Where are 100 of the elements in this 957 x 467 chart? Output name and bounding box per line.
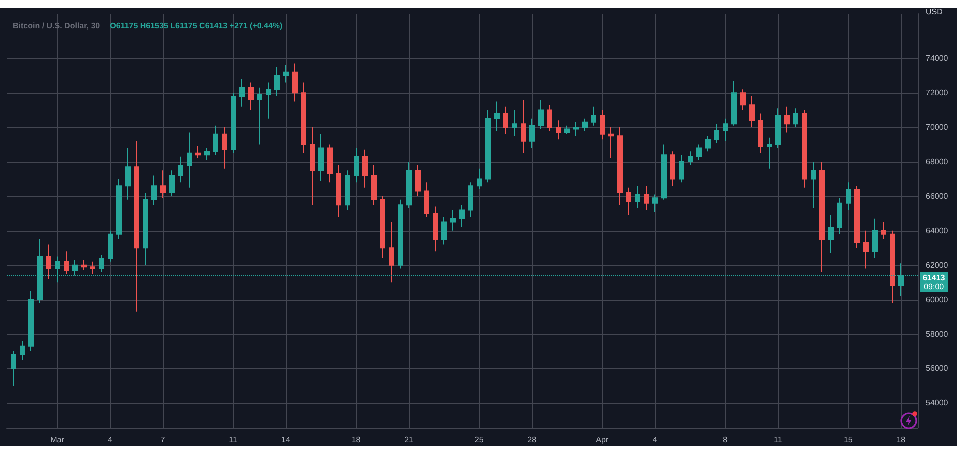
- candlestick: [20, 340, 25, 361]
- candlestick: [863, 230, 869, 270]
- x-tick-label: 18: [352, 436, 362, 444]
- candlestick: [28, 290, 34, 352]
- x-tick-label: Mar: [50, 436, 65, 444]
- candlestick: [266, 82, 271, 120]
- candlestick: [274, 66, 280, 98]
- candlestick: [327, 144, 333, 184]
- candlestick: [125, 148, 131, 200]
- candlestick: [213, 125, 218, 156]
- candlestick: [494, 101, 500, 132]
- candlestick: [644, 186, 649, 211]
- candlestick: [178, 156, 183, 184]
- candlestick: [767, 137, 772, 170]
- candlestick: [784, 106, 790, 134]
- candlestick: [64, 251, 69, 274]
- candlestick: [617, 127, 623, 206]
- candlestick: [608, 127, 614, 160]
- candlestick: [582, 118, 588, 132]
- candlestick: [389, 222, 394, 284]
- candlestick: [846, 182, 851, 211]
- candlestick: [573, 122, 579, 137]
- y-tick-label: 70000: [926, 123, 949, 132]
- candlestick: [134, 140, 139, 312]
- candlestick: [380, 196, 385, 259]
- text: O61175 H61535 L61175 C61413 +271 (+0.44%): [110, 22, 284, 30]
- candlestick: [811, 161, 816, 210]
- candlestick: [661, 144, 667, 200]
- candlestick: [99, 254, 104, 273]
- candlestick: [310, 127, 315, 206]
- x-tick-label: 4: [108, 436, 114, 444]
- candlestick: [547, 104, 552, 132]
- candlestick: [564, 125, 570, 135]
- x-tick-label: 21: [404, 436, 414, 444]
- candlestick: [696, 144, 702, 161]
- candlestick: [819, 161, 825, 273]
- candlestick: [459, 204, 465, 228]
- y-tick-label: 54000: [926, 398, 949, 408]
- candlestick: [731, 80, 737, 126]
- candlestick: [143, 192, 148, 266]
- candlestick: [670, 151, 675, 187]
- candlestick: [714, 124, 719, 144]
- candlestick: [503, 106, 508, 135]
- text: Bitcoin / U.S. Dollar, 30: [13, 22, 101, 30]
- x-tick-label: 11: [774, 436, 783, 444]
- x-tick-label: 28: [528, 436, 538, 444]
- y-tick-label: 62000: [926, 260, 949, 270]
- candlestick: [529, 118, 535, 149]
- candlestick: [802, 110, 807, 188]
- candlestick: [890, 230, 895, 304]
- candlestick: [239, 78, 245, 108]
- candlestick: [626, 187, 631, 216]
- candlestick: [169, 170, 175, 197]
- candlestick: [450, 210, 456, 232]
- candlestick: [556, 120, 561, 140]
- candlestick: [160, 170, 166, 199]
- candlestick: [723, 118, 728, 142]
- candlestick: [521, 99, 526, 154]
- candlestick: [195, 146, 201, 160]
- candlestick: [336, 164, 341, 218]
- candlestick: [345, 170, 350, 211]
- y-tick-label: 74000: [926, 54, 949, 64]
- candlestick: [108, 230, 113, 262]
- candlestick: [591, 106, 596, 126]
- candlestick: [248, 82, 254, 111]
- candlestick: [406, 161, 412, 210]
- candlestick: [231, 92, 236, 154]
- x-tick-label: 25: [474, 436, 484, 444]
- x-tick-label: Apr: [596, 436, 609, 444]
- candlestick: [828, 214, 834, 254]
- candlestick: [116, 178, 122, 240]
- candlestick: [705, 136, 711, 152]
- x-tick-label: 8: [723, 436, 728, 444]
- candlestick: [424, 182, 429, 218]
- candlestick: [187, 132, 192, 188]
- candlestick: [81, 260, 87, 272]
- candlestick: [600, 110, 605, 140]
- candlestick: [11, 351, 16, 386]
- candlestick: [485, 110, 491, 184]
- x-tick-label: 7: [160, 436, 166, 444]
- candlestick: [415, 164, 421, 197]
- candlestick: [151, 175, 157, 206]
- candlestick: [775, 108, 781, 149]
- candlestick: [477, 168, 482, 190]
- candlestick: [881, 222, 886, 240]
- y-tick-label: 60000: [926, 295, 949, 304]
- candlestick: [652, 194, 658, 212]
- candlestick: [468, 182, 473, 218]
- x-tick-label: 4: [652, 436, 658, 444]
- y-axis-title: USD: [926, 8, 944, 16]
- candlestick: [441, 216, 447, 246]
- candlestick: [688, 151, 693, 166]
- x-tick-label: 18: [896, 436, 906, 444]
- y-tick-label: 56000: [926, 364, 949, 374]
- candlestick: [433, 206, 438, 252]
- candlestick: [679, 154, 684, 184]
- candlestick: [283, 65, 289, 84]
- candlestick: [512, 110, 517, 137]
- candlestick: [292, 63, 298, 102]
- x-tick-label: 15: [844, 436, 854, 444]
